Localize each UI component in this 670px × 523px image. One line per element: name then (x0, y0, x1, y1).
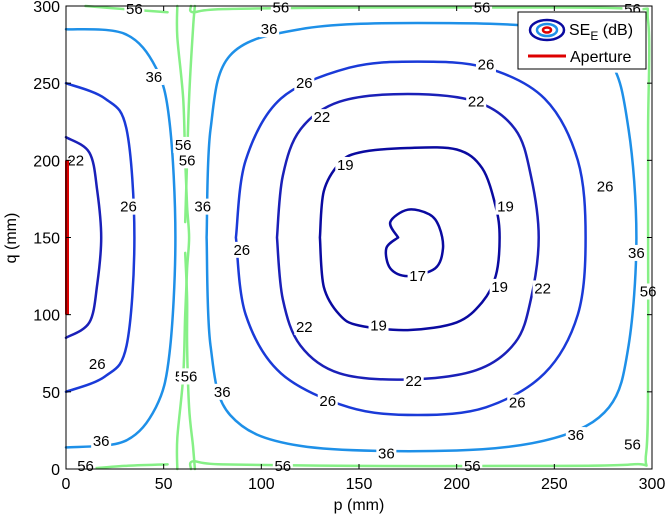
contour-label-56: 56 (181, 368, 198, 385)
contour-label-26: 26 (233, 242, 250, 259)
contour-label-17: 17 (409, 268, 426, 285)
contour-label-22: 22 (296, 319, 313, 336)
x-tick-label: 50 (155, 476, 173, 493)
contour-label-19: 19 (497, 199, 514, 216)
contour-label-56: 56 (273, 0, 290, 17)
x-tick-label: 200 (443, 476, 470, 493)
y-tick-label: 150 (33, 231, 60, 248)
contour-label-56: 56 (464, 458, 481, 475)
contour-label-26: 26 (120, 199, 137, 216)
contour-label-36: 36 (146, 69, 163, 86)
x-tick-label: 150 (346, 476, 373, 493)
contour-label-19: 19 (337, 157, 354, 174)
contour-label-22: 22 (468, 94, 485, 111)
y-tick-label: 200 (33, 153, 60, 170)
contour-label-36: 36 (214, 384, 231, 401)
x-axis-label: p (mm) (334, 497, 385, 514)
contour-label-56: 56 (474, 0, 491, 17)
legend: SEE (dB) Aperture (518, 12, 646, 69)
y-axis-label: q (mm) (3, 213, 20, 264)
contour-label-22: 22 (314, 109, 331, 126)
contour-label-19: 19 (370, 317, 387, 334)
contour-label-36: 36 (378, 446, 395, 463)
contour-label-36: 36 (194, 199, 211, 216)
contour-label-36: 36 (628, 245, 645, 262)
contour-label-56: 56 (624, 436, 641, 453)
y-tick-label: 0 (51, 462, 60, 479)
contour-label-36: 36 (567, 427, 584, 444)
y-tick-label: 300 (33, 0, 60, 16)
legend-entry-aperture: Aperture (570, 49, 631, 66)
contour-label-19: 19 (491, 279, 508, 296)
contour-label-26: 26 (597, 179, 614, 196)
x-tick-label: 100 (248, 476, 275, 493)
contour-label-26: 26 (319, 393, 336, 410)
y-tick-label: 100 (33, 308, 60, 325)
contour-label-36: 36 (261, 21, 278, 38)
contour-label-56: 56 (274, 458, 291, 475)
contour-label-26: 26 (509, 395, 526, 412)
contour-label-56: 56 (179, 152, 196, 169)
contour-label-26: 26 (89, 356, 106, 373)
y-tick-label: 250 (33, 76, 60, 93)
contour-label-56: 56 (126, 1, 143, 18)
contour-label-56: 56 (640, 284, 657, 301)
contour-label-22: 22 (534, 280, 551, 297)
x-tick-label: 300 (639, 476, 666, 493)
x-tick-label: 0 (62, 476, 71, 493)
y-tick-label: 50 (42, 385, 60, 402)
x-tick-label: 250 (541, 476, 568, 493)
contour-label-36: 36 (93, 433, 110, 450)
contour-label-26: 26 (296, 75, 313, 92)
contour-label-26: 26 (478, 57, 495, 74)
contour-label-22: 22 (405, 373, 422, 390)
contour-label-56: 56 (77, 458, 94, 475)
